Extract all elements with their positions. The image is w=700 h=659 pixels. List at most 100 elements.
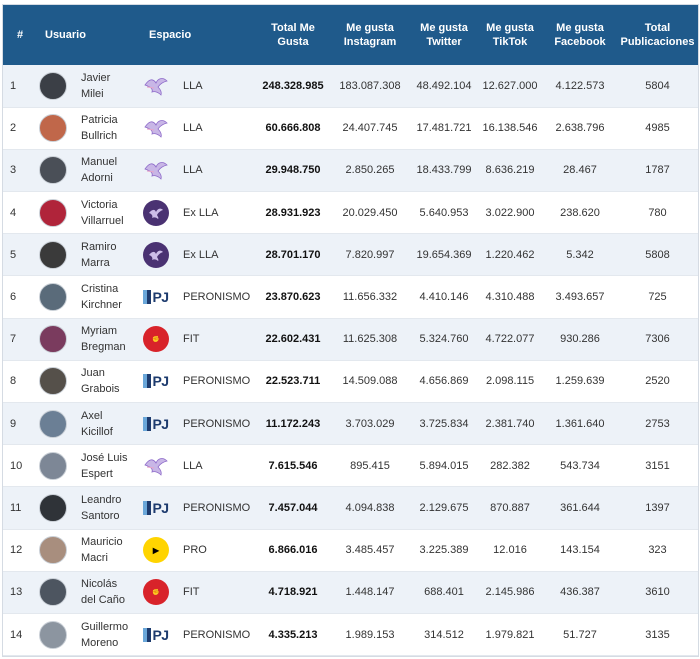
instagram-likes-cell: 1.448.147 — [329, 571, 411, 614]
avatar — [39, 451, 67, 480]
user-first-name: Cristina — [81, 283, 119, 296]
rank-cell: 11 — [3, 486, 37, 530]
table-row[interactable]: 12 Mauricio Macri ▶ PRO 6.866.016 3.485.457 3.2… — [3, 529, 698, 572]
user-first-name: Mauricio — [81, 536, 123, 549]
rank-cell: 1 — [3, 65, 37, 108]
tiktok-likes-cell: 4.722.077 — [477, 318, 543, 361]
col-header-rank[interactable]: # — [16, 29, 24, 41]
user-cell: Mauricio Macri — [37, 529, 141, 572]
tiktok-likes-cell: 870.887 — [477, 486, 543, 530]
user-first-name: Juan — [81, 367, 105, 380]
avatar — [39, 325, 67, 354]
facebook-likes-cell: 238.620 — [543, 191, 617, 235]
rank-cell: 5 — [3, 233, 37, 277]
table-row[interactable]: 7 Myriam Bregman ✊ FIT 22.602.431 11.625.308 5.… — [3, 318, 698, 361]
total-likes-cell: 11.172.243 — [257, 402, 329, 446]
total-likes-cell: 7.615.546 — [257, 444, 329, 488]
table-row[interactable]: 13 Nicolás del Caño ✊ FIT 4.718.921 1.448.147 6… — [3, 571, 698, 614]
space-cell: LLA — [141, 107, 257, 150]
avatar — [39, 409, 67, 438]
rank-cell: 13 — [3, 571, 37, 614]
table-row[interactable]: 5 Ramiro Marra Ex LLA 28.701.170 7.820.997 19.… — [3, 233, 698, 277]
space-cell: LLA — [141, 65, 257, 108]
table-row[interactable]: 3 Manuel Adorni LLA 29.948.750 2.850.265 18.43… — [3, 149, 698, 193]
avatar — [39, 367, 67, 396]
table-row[interactable]: 4 Victoria Villarruel Ex LLA 28.931.923 20.02… — [3, 191, 698, 235]
instagram-likes-cell: 11.625.308 — [329, 318, 411, 361]
lla-dove-icon — [143, 157, 169, 183]
total-posts-cell: 5804 — [617, 65, 698, 108]
facebook-likes-cell: 1.361.640 — [543, 402, 617, 446]
twitter-likes-cell: 5.324.760 — [411, 318, 477, 361]
total-likes-cell: 6.866.016 — [257, 529, 329, 572]
total-likes-cell: 7.457.044 — [257, 486, 329, 530]
instagram-likes-cell: 20.029.450 — [329, 191, 411, 235]
total-posts-cell: 780 — [617, 191, 698, 235]
col-header-tiktok-likes[interactable]: Me gusta TikTok — [486, 22, 534, 48]
col-header-user[interactable]: Usuario — [45, 29, 86, 41]
table-header-row: # Usuario Espacio Total Me Gusta Me gust… — [3, 5, 698, 65]
user-last-name: Adorni — [81, 172, 113, 185]
space-cell: PJ PERONISMO — [141, 486, 257, 530]
lla-dove-icon — [143, 115, 169, 141]
user-first-name: José Luis — [81, 451, 128, 464]
space-cell: PJ PERONISMO — [141, 275, 257, 319]
party-label: PERONISMO — [183, 628, 251, 641]
user-last-name: Santoro — [81, 509, 120, 522]
table-row[interactable]: 10 José Luis Espert LLA 7.615.546 895.415 5.89… — [3, 444, 698, 488]
table-row[interactable]: 9 Axel Kicillof PJ PERONISMO 11.172.243 3.703.… — [3, 402, 698, 446]
user-cell: Patricia Bullrich — [37, 107, 141, 150]
user-first-name: Manuel — [81, 156, 118, 169]
total-posts-cell: 3151 — [617, 444, 698, 488]
table-row[interactable]: 14 Guillermo Moreno PJ PERONISMO 4.335.213 1.9… — [3, 613, 698, 657]
pro-icon: ▶ — [143, 537, 169, 564]
user-cell: José Luis Espert — [37, 444, 141, 488]
col-header-facebook-likes[interactable]: Me gusta Facebook — [554, 22, 606, 48]
user-last-name: Marra — [81, 256, 110, 269]
table-row[interactable]: 11 Leandro Santoro PJ PERONISMO 7.457.044 4.09… — [3, 486, 698, 530]
fit-icon: ✊ — [143, 579, 169, 606]
col-header-twitter-likes[interactable]: Me gusta Twitter — [420, 22, 468, 48]
rank-cell: 3 — [3, 149, 37, 193]
user-first-name: Javier — [81, 71, 111, 84]
table-row[interactable]: 6 Cristina Kirchner PJ PERONISMO 23.870.623 11… — [3, 275, 698, 319]
user-cell: Myriam Bregman — [37, 318, 141, 361]
user-last-name: Espert — [81, 467, 113, 480]
twitter-likes-cell: 19.654.369 — [411, 233, 477, 277]
pj-icon: PJ — [143, 411, 169, 437]
col-header-instagram-likes[interactable]: Me gusta Instagram — [343, 22, 397, 48]
col-header-total-posts[interactable]: Total Publicaciones — [620, 22, 695, 48]
user-last-name: del Caño — [81, 594, 126, 607]
instagram-likes-cell: 183.087.308 — [329, 65, 411, 108]
total-posts-cell: 323 — [617, 529, 698, 572]
total-posts-cell: 2753 — [617, 402, 698, 446]
user-last-name: Grabois — [81, 383, 120, 396]
rank-cell: 10 — [3, 444, 37, 488]
twitter-likes-cell: 4.410.146 — [411, 275, 477, 319]
total-posts-cell: 1787 — [617, 149, 698, 193]
col-header-total-likes[interactable]: Total Me Gusta — [271, 22, 315, 48]
facebook-likes-cell: 361.644 — [543, 486, 617, 530]
facebook-likes-cell: 28.467 — [543, 149, 617, 193]
facebook-likes-cell: 143.154 — [543, 529, 617, 572]
party-label: PERONISMO — [183, 501, 251, 514]
user-cell: Axel Kicillof — [37, 402, 141, 446]
user-cell: Cristina Kirchner — [37, 275, 141, 319]
user-first-name: Axel — [81, 409, 103, 422]
table-row[interactable]: 1 Javier Milei LLA 248.328.985 183.087.308 48.… — [3, 65, 698, 108]
tiktok-likes-cell: 2.145.986 — [477, 571, 543, 614]
tiktok-likes-cell: 4.310.488 — [477, 275, 543, 319]
col-header-space[interactable]: Espacio — [149, 29, 192, 41]
tiktok-likes-cell: 1.220.462 — [477, 233, 543, 277]
table-row[interactable]: 2 Patricia Bullrich LLA 60.666.808 24.407.745… — [3, 107, 698, 150]
avatar — [39, 578, 67, 607]
space-cell: Ex LLA — [141, 191, 257, 235]
total-posts-cell: 3135 — [617, 613, 698, 657]
likes-ranking-table-container: # Usuario Espacio Total Me Gusta Me gust… — [2, 4, 699, 658]
total-posts-cell: 1397 — [617, 486, 698, 530]
space-cell: ✊ FIT — [141, 318, 257, 361]
table-row[interactable]: 8 Juan Grabois PJ PERONISMO 22.523.711 14.509.… — [3, 360, 698, 404]
party-label: PRO — [183, 544, 207, 557]
twitter-likes-cell: 314.512 — [411, 613, 477, 657]
instagram-likes-cell: 1.989.153 — [329, 613, 411, 657]
